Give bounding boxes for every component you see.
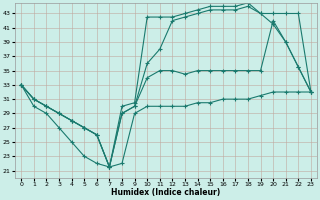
X-axis label: Humidex (Indice chaleur): Humidex (Indice chaleur) — [111, 188, 221, 197]
